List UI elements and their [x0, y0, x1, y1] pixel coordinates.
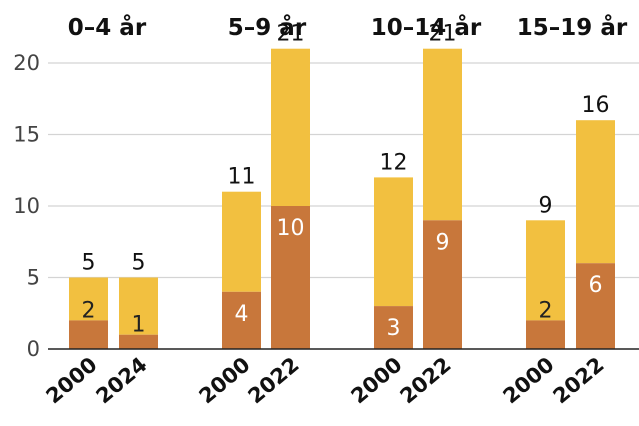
bar-lower-segment — [374, 306, 413, 349]
group-title: 5–9 år — [228, 14, 307, 41]
bar-lower-segment — [576, 263, 615, 349]
bar-upper-segment — [423, 48, 462, 221]
bar-total-label: 11 — [228, 165, 256, 190]
x-tick-label: 2022 — [244, 352, 304, 408]
bar-total-label: 12 — [380, 150, 408, 175]
bar-total-label: 5 — [132, 251, 146, 276]
y-tick-label: 20 — [13, 51, 40, 75]
bar-lower-label: 4 — [235, 302, 249, 327]
bar-total-label: 21 — [429, 22, 457, 47]
bar-total-label: 5 — [82, 251, 96, 276]
bar-upper-segment — [69, 277, 108, 321]
group-title: 15–19 år — [517, 14, 628, 41]
bar-upper-segment — [119, 277, 158, 335]
bar-lower-label: 1 — [132, 313, 146, 338]
x-tick-label: 2022 — [396, 352, 456, 408]
y-tick-label: 5 — [27, 266, 40, 290]
x-tick-label: 2022 — [549, 352, 609, 408]
x-tick-label: 2000 — [499, 352, 559, 408]
bar-total-label: 21 — [277, 22, 305, 47]
x-tick-label: 2000 — [195, 352, 255, 408]
group-title: 10–14 år — [371, 14, 482, 41]
bar-lower-segment — [526, 320, 565, 349]
bar-upper-segment — [271, 48, 310, 207]
bar-lower-label: 10 — [277, 216, 305, 241]
y-tick-label: 15 — [13, 123, 40, 147]
group-title: 0–4 år — [68, 14, 147, 41]
x-tick-label: 2000 — [42, 352, 102, 408]
bar-upper-segment — [526, 220, 565, 321]
bar-lower-segment — [222, 291, 261, 349]
bar-lower-segment — [119, 334, 158, 349]
bar-lower-segment — [69, 320, 108, 349]
bar-lower-label: 2 — [539, 298, 553, 323]
bar-lower-label: 9 — [436, 230, 450, 255]
bar-lower-label: 6 — [589, 273, 603, 298]
y-tick-label: 0 — [27, 337, 40, 361]
bar-upper-segment — [222, 191, 261, 292]
x-tick-label: 2000 — [347, 352, 407, 408]
bar-total-label: 9 — [539, 193, 553, 218]
x-tick-label: 2024 — [92, 352, 152, 408]
bar-lower-label: 3 — [387, 316, 401, 341]
bar-total-label: 16 — [582, 93, 610, 118]
bar-upper-segment — [576, 120, 615, 264]
bar-lower-label: 2 — [82, 298, 96, 323]
bar-lower-segment — [271, 206, 310, 349]
bar-upper-segment — [374, 177, 413, 307]
y-tick-label: 10 — [13, 194, 40, 218]
bar-lower-segment — [423, 220, 462, 349]
